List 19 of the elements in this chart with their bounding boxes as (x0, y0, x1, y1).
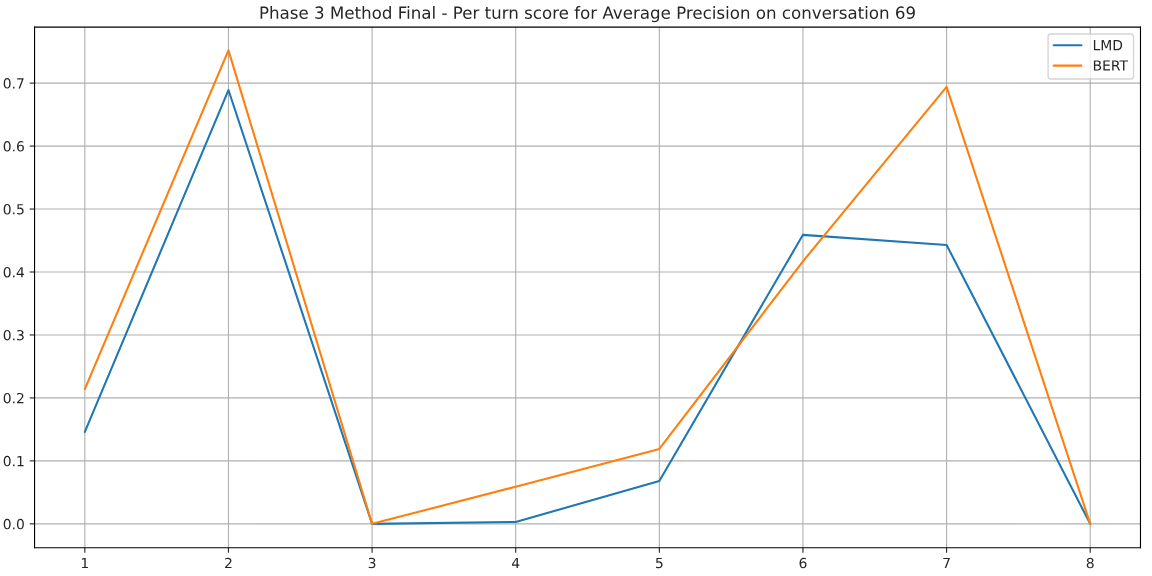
y-tick-label: 0.0 (3, 518, 24, 530)
y-tick-label: 0.5 (3, 204, 24, 215)
x-tick-label: 8 (1086, 557, 1094, 569)
legend-label: LMD (1093, 40, 1123, 51)
x-tick-label: 4 (511, 557, 520, 569)
x-tick-label: 1 (81, 557, 88, 569)
y-tick-label: 0.1 (3, 455, 24, 467)
chart-title: Phase 3 Method Final - Per turn score for Average Precision on conversation 69 (260, 6, 915, 23)
y-tick-label: 0.3 (3, 329, 24, 341)
y-tick-label: 0.6 (3, 141, 24, 152)
x-tick-label: 6 (799, 557, 807, 569)
y-tick-label: 0.2 (3, 392, 24, 404)
x-tick-label: 2 (225, 557, 232, 569)
y-tick-label: 0.7 (3, 78, 24, 89)
legend-label: BERT (1093, 60, 1129, 71)
y-tick-label: 0.4 (3, 266, 25, 278)
x-tick-label: 7 (943, 557, 950, 569)
x-tick-label: 5 (655, 557, 663, 569)
x-tick-label: 3 (368, 557, 376, 569)
